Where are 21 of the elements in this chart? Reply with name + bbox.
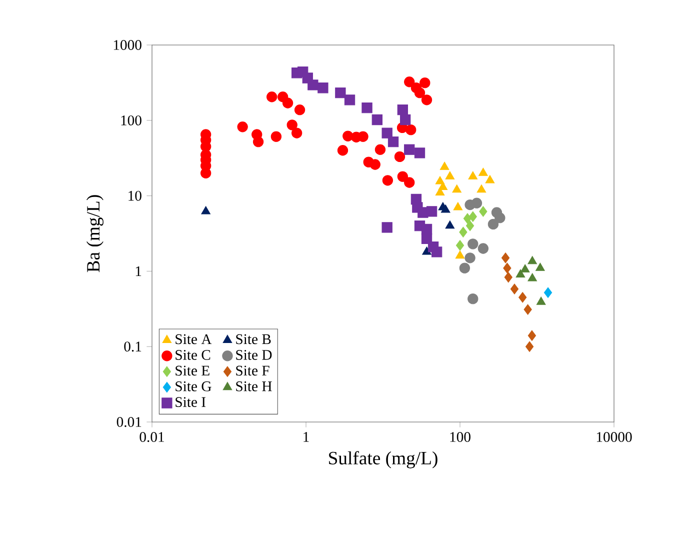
legend-label: Site F: [236, 366, 270, 376]
legend-label: Site A: [176, 334, 212, 344]
y-tick-label: 100: [121, 115, 142, 126]
y-tick-label: 10: [128, 190, 142, 201]
legend-label: Site I: [176, 397, 206, 407]
x-tick-label: 100: [450, 432, 470, 442]
x-tick-label: 10000: [596, 432, 632, 442]
legend-label: Site H: [236, 381, 272, 392]
y-axis-title: Ba (mg/L): [86, 195, 104, 272]
y-tick-label: 0.1: [124, 342, 142, 352]
x-tick-label: 0.01: [140, 432, 164, 442]
y-tick-label: 1: [136, 266, 142, 276]
y-tick-label: 0.01: [116, 417, 142, 427]
legend-label: Site B: [236, 334, 271, 344]
x-tick-label: 1: [304, 432, 309, 442]
x-axis-title: Sulfate (mg/L): [329, 451, 438, 468]
legend-label: Site C: [176, 350, 210, 360]
legend-label: Site D: [236, 350, 272, 360]
legend-label: Site E: [176, 366, 210, 376]
y-tick-label: 1000: [114, 40, 142, 50]
legend-label: Site G: [176, 381, 212, 392]
